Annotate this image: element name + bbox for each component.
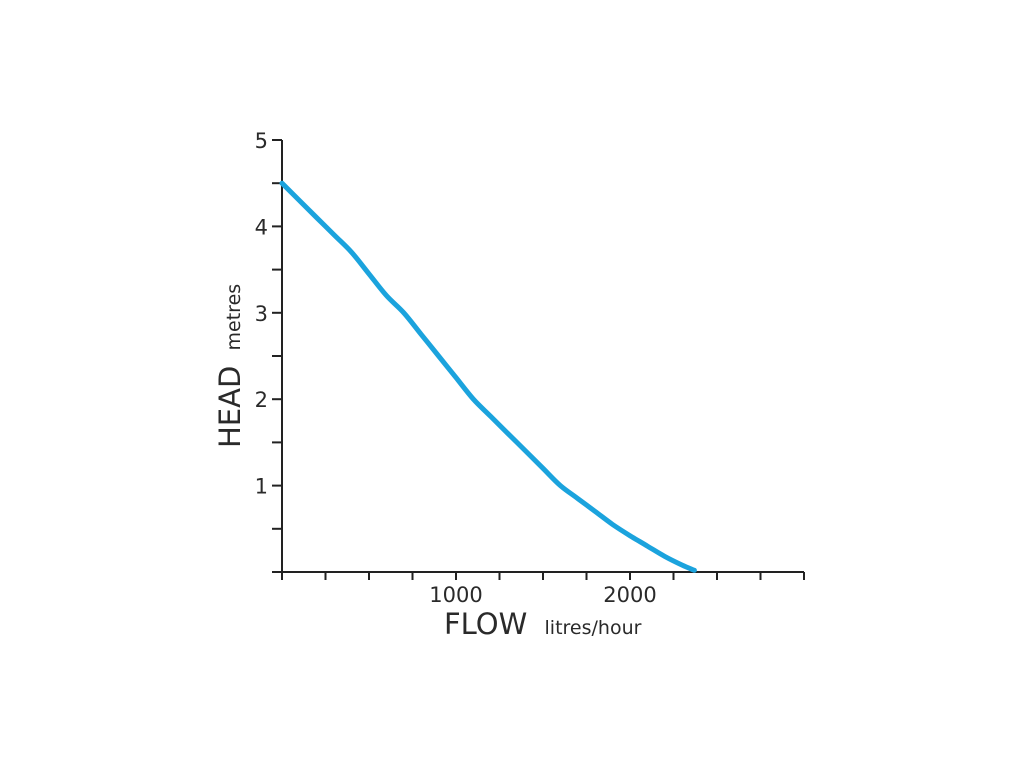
x-axis-unit: litres/hour xyxy=(545,617,642,639)
y-axis-label: HEAD xyxy=(213,366,247,448)
x-tick-label: 1000 xyxy=(429,583,482,607)
y-tick-label: 2 xyxy=(255,388,268,412)
pump-curve-line xyxy=(279,180,697,573)
x-tick-label: 2000 xyxy=(603,583,656,607)
y-tick-label: 4 xyxy=(255,215,268,239)
ticks xyxy=(272,139,805,580)
y-tick-label: 3 xyxy=(255,302,268,326)
y-axis-title: HEAD metres xyxy=(213,284,247,448)
y-tick-label: 1 xyxy=(255,475,268,499)
y-tick-label: 5 xyxy=(255,129,268,153)
x-axis-label: FLOW xyxy=(444,607,527,641)
x-axis-title: FLOW litres/hour xyxy=(444,607,642,641)
tick-labels: 1 2 3 4 5 1000 2000 xyxy=(255,129,657,607)
y-axis-unit: metres xyxy=(223,284,245,351)
axes xyxy=(281,140,804,573)
series xyxy=(279,180,697,573)
